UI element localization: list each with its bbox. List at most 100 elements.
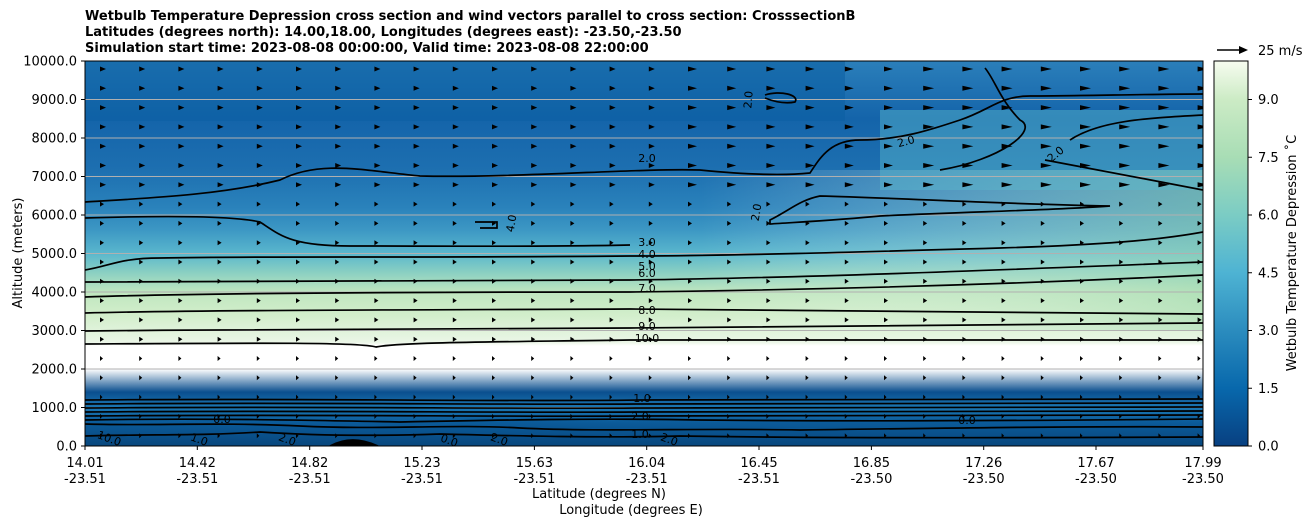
wind-vector bbox=[296, 375, 299, 381]
wind-vector bbox=[413, 163, 420, 168]
wind-vector bbox=[766, 298, 771, 304]
wind-vector bbox=[884, 220, 888, 226]
wind-vector bbox=[609, 317, 614, 323]
wind-vector bbox=[884, 413, 887, 419]
wind-vector bbox=[256, 124, 263, 130]
wind-vector bbox=[256, 259, 261, 265]
wind-vector bbox=[609, 298, 614, 304]
wind-vector bbox=[139, 259, 144, 265]
wind-vector bbox=[688, 124, 697, 130]
wind-vector bbox=[217, 143, 224, 149]
wind-vector bbox=[609, 66, 616, 72]
wind-vector bbox=[923, 66, 935, 72]
wind-vector bbox=[805, 182, 815, 188]
wind-vector bbox=[256, 336, 261, 342]
wind-vector bbox=[374, 375, 378, 381]
wind-vector bbox=[531, 413, 534, 419]
wind-vector bbox=[1158, 413, 1161, 419]
y-axis-label: Altitude (meters) bbox=[11, 198, 26, 309]
wind-vector bbox=[844, 298, 849, 304]
x-tick-label-lat: 14.42 bbox=[179, 456, 216, 471]
wind-vector bbox=[492, 259, 496, 265]
wind-vector bbox=[1001, 259, 1006, 265]
wind-vector bbox=[1001, 298, 1006, 304]
wind-vector bbox=[570, 394, 573, 400]
wind-vector bbox=[374, 240, 379, 246]
wind-vector bbox=[688, 394, 691, 400]
wind-vector bbox=[1158, 394, 1161, 400]
wind-vector bbox=[923, 298, 928, 304]
wind-vector bbox=[1080, 394, 1083, 400]
wind-vector bbox=[374, 220, 379, 226]
wind-vector bbox=[256, 433, 260, 439]
wind-vector bbox=[923, 182, 935, 188]
wind-vector bbox=[374, 298, 379, 304]
wind-vector bbox=[1197, 163, 1203, 168]
wind-vector bbox=[1040, 259, 1045, 265]
wind-vector bbox=[413, 182, 420, 188]
wind-vector bbox=[1158, 375, 1162, 381]
wind-vector bbox=[962, 356, 966, 361]
wind-vector bbox=[296, 278, 300, 284]
wind-vector bbox=[374, 317, 379, 323]
wind-vector bbox=[844, 259, 849, 265]
wind-vector bbox=[1040, 201, 1045, 207]
contour-line bbox=[85, 405, 1203, 410]
wind-vector bbox=[609, 278, 614, 284]
wind-vector bbox=[1040, 220, 1045, 226]
wind-vector bbox=[570, 375, 574, 381]
wind-vector bbox=[1001, 85, 1013, 91]
wind-vector bbox=[139, 220, 144, 226]
wind-vector bbox=[1158, 201, 1163, 207]
wind-vector bbox=[1080, 182, 1091, 188]
wind-vector bbox=[648, 375, 652, 381]
wind-vector bbox=[609, 85, 616, 91]
wind-vector bbox=[570, 143, 577, 149]
wind-vector bbox=[1001, 394, 1005, 400]
wind-vector bbox=[609, 375, 613, 381]
wind-vector bbox=[1001, 413, 1005, 419]
wind-vector bbox=[531, 240, 536, 246]
wind-vector bbox=[805, 278, 810, 284]
wind-vector bbox=[139, 336, 144, 342]
wind-vector bbox=[100, 298, 104, 304]
wind-vector bbox=[452, 259, 457, 265]
wind-vector bbox=[923, 336, 928, 342]
wind-vector bbox=[139, 163, 146, 168]
wind-vector bbox=[139, 413, 142, 419]
colorbar: 0.0 1.5 3.0 4.5 6.0 7.5 9.0 Wetbulb Temperatur… bbox=[1213, 60, 1300, 455]
wind-vector bbox=[570, 85, 577, 91]
wind-vector bbox=[492, 66, 498, 72]
wind-vector bbox=[296, 85, 302, 91]
contour-label: 2.0 bbox=[896, 133, 916, 150]
wind-vector bbox=[648, 317, 653, 323]
wind-vector bbox=[374, 201, 379, 207]
wind-vector bbox=[962, 433, 965, 439]
wind-vector bbox=[335, 163, 342, 168]
wind-vector bbox=[1197, 336, 1202, 342]
wind-vector bbox=[139, 85, 146, 91]
wind-vector bbox=[923, 356, 927, 361]
wind-vector bbox=[178, 85, 185, 91]
wind-vector bbox=[217, 105, 224, 111]
wind-vector bbox=[923, 124, 935, 130]
wind-vector bbox=[1080, 66, 1091, 72]
wind-vector bbox=[648, 143, 655, 149]
y-tick-label: 1000.0 bbox=[32, 401, 78, 416]
wind-vector bbox=[374, 105, 381, 111]
wind-vector bbox=[648, 336, 653, 342]
wind-vector bbox=[1001, 240, 1006, 246]
colorbar-label: Wetbulb Temperature Depression ˚C bbox=[1284, 135, 1300, 372]
wind-vector bbox=[1001, 336, 1006, 342]
wind-vector bbox=[884, 375, 887, 381]
x-tick-label-lat: 16.45 bbox=[740, 456, 777, 471]
wind-vector bbox=[374, 85, 381, 91]
contour-line bbox=[85, 423, 1203, 431]
wind-vector bbox=[1197, 356, 1201, 361]
wind-vector bbox=[492, 278, 496, 284]
wind-vector bbox=[1080, 317, 1084, 323]
colorbar-tick-label: 7.5 bbox=[1258, 151, 1279, 166]
wind-vector bbox=[256, 413, 260, 419]
wind-vector bbox=[335, 375, 339, 381]
wind-vector bbox=[766, 356, 770, 361]
